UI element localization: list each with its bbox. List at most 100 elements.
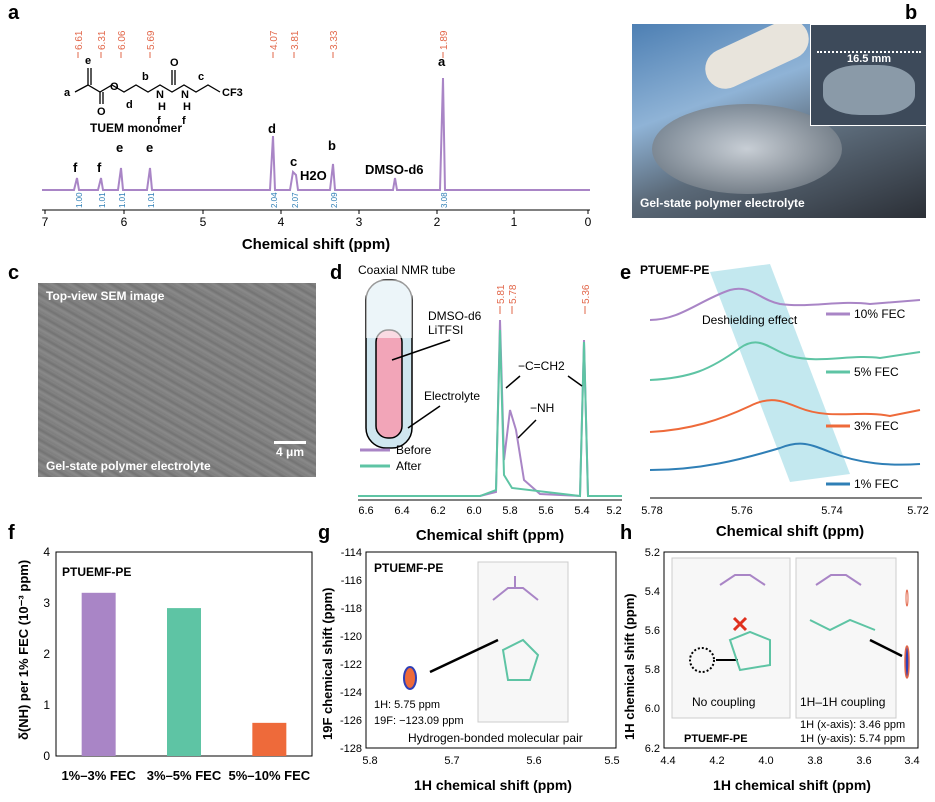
y-axis-label: 19F chemical shift (ppm) [320,588,335,740]
peak-label: 5.69 [146,30,157,50]
y-tick: 3 [43,596,50,610]
y-tick: 2 [43,647,50,661]
x-tick: 3.8 [807,755,822,767]
x-axis-label: 1H chemical shift (ppm) [713,777,871,793]
x-tick: 6 [121,215,128,229]
y-tick: 5.8 [645,664,660,676]
y-tick: -128 [340,743,362,755]
structure-atom: H [158,101,166,113]
x-tick: 7 [42,215,49,229]
bar-category-label: 3%–5% FEC [147,768,222,783]
x-tick: 5.7 [444,755,459,767]
x-tick: 5.2 [606,505,621,517]
cross-peak [403,666,417,690]
x-tick: 6.4 [394,505,409,517]
panel-d-nmr: 5.81 5.78 5.36 Coaxial NMR tube DMSO-d6 … [358,263,622,544]
peak-label: 5.36 [581,284,592,304]
panel-e-letter: e [620,262,632,284]
f-shift-label: 19F: −123.09 ppm [374,715,464,727]
x-tick: 5.6 [526,755,541,767]
bar-category-label: 5%–10% FEC [229,768,311,783]
x-tick: 6.6 [358,505,373,517]
sem-scale-label: 4 μm [276,445,305,459]
y-axis-label: δ(NH) per 1% FEC (10⁻³ ppm) [16,560,31,740]
structure-atom: O [97,106,106,118]
x-tick: 4.4 [660,755,675,767]
scale-label: 16.5 mm [846,53,892,65]
peak-label: 6.31 [97,30,108,50]
solvent-label: DMSO-d6 [365,162,424,177]
x-tick: 1 [511,215,518,229]
tuem-structure [74,68,221,104]
pair-caption: Hydrogen-bonded molecular pair [408,731,583,745]
panel-f-bar-chart: δ(NH) per 1% FEC (10⁻³ ppm) PTUEMF-PE 0 … [16,545,313,783]
electrolyte-label: Electrolyte [424,389,480,403]
coupling-label: 1H–1H coupling [800,695,885,709]
y-tick: 5.4 [645,586,660,598]
peak-letter: a [438,54,446,69]
tube-label: Coaxial NMR tube [358,263,456,277]
y-tick: -118 [341,603,362,615]
before-trace [358,319,622,498]
bar [252,722,287,756]
after-trace [358,329,622,498]
x-tick: 3 [356,215,363,229]
integral-label: 1.01 [118,192,127,208]
panel-a-nmr-spectrum: 6.61 6.31 6.06 5.69 4.07 3.81 3.33 1.89 … [42,30,592,253]
tweezer-tip [698,24,816,96]
panel-b-letter: b [905,2,918,24]
y-tick: -126 [340,715,362,727]
panel-a-letter: a [8,2,20,24]
h-shift-label: 1H: 5.75 ppm [374,699,440,711]
integral-label: 3.08 [440,192,449,208]
pointer-arrow [869,638,903,658]
peak-label: 5.78 [508,284,519,304]
x-tick: 5.76 [731,505,752,517]
electrolyte-photo: 16.5 mm Gel-state polymer electrolyte [632,24,926,218]
peak-label: 3.81 [290,30,301,50]
integral-label: 2.04 [270,192,279,208]
x-shift-label: 1H (x-axis): 3.46 ppm [800,719,905,731]
structure-atom: e [85,55,91,67]
y-tick: -116 [341,575,362,587]
x-axis-label: 1H chemical shift (ppm) [414,777,572,793]
litfsi-label: LiTFSI [428,323,463,337]
peak-letter: d [268,121,276,136]
x-tick: 5.74 [821,505,842,517]
integral-label: 1.00 [75,192,84,208]
y-tick: 6.0 [645,703,660,715]
coupling-inset [795,557,897,719]
panel-g-letter: g [318,522,331,544]
x-tick: 5.8 [502,505,517,517]
no-coupling-inset [671,557,791,719]
x-tick: 0 [585,215,592,229]
x-axis-label: Chemical shift (ppm) [242,236,390,253]
structure-atom: O [110,81,119,93]
y-tick: 6.2 [645,743,660,755]
sem-top-label: Top-view SEM image [46,289,165,303]
photo-caption: Gel-state polymer electrolyte [640,196,805,210]
series-10-trace [649,287,921,321]
cch2-label: −C=CH2 [518,359,565,373]
pointer-arrow [429,638,499,674]
panel-g-title: PTUEMF-PE [374,561,443,575]
x-tick: 5 [200,215,207,229]
integral-label: 2.09 [330,192,339,208]
panel-f-title: PTUEMF-PE [62,565,131,579]
x-tick: 2 [434,215,441,229]
x-tick: 5.5 [604,755,619,767]
legend-1: 1% FEC [854,477,899,491]
x-tick: 4.2 [709,755,724,767]
x-axis-label: Chemical shift (ppm) [416,527,564,544]
structure-atom: a [64,87,71,99]
y-tick: 4 [43,545,50,559]
nmr-trace [42,77,590,191]
inset-photo: 16.5 mm [810,24,926,126]
y-tick: -122 [340,659,362,671]
integral-label: 1.01 [98,192,107,208]
structure-atom: c [198,71,204,83]
panel-h-2d-nmr: 1H chemical shift (ppm) 5.2 5.4 5.6 5.8 … [622,547,920,793]
x-tick: 5.8 [362,755,377,767]
structure-atom: d [126,99,133,111]
structure-atom: H [183,101,191,113]
